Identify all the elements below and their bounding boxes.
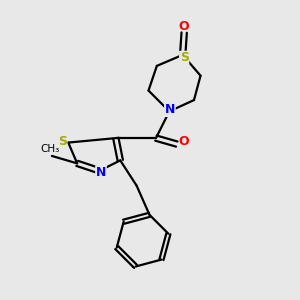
- Text: N: N: [165, 103, 175, 116]
- Text: S: S: [58, 135, 67, 148]
- Text: N: N: [96, 166, 106, 179]
- Text: O: O: [179, 20, 190, 33]
- Text: O: O: [178, 135, 189, 148]
- Text: S: S: [180, 51, 189, 64]
- Text: CH₃: CH₃: [40, 145, 59, 154]
